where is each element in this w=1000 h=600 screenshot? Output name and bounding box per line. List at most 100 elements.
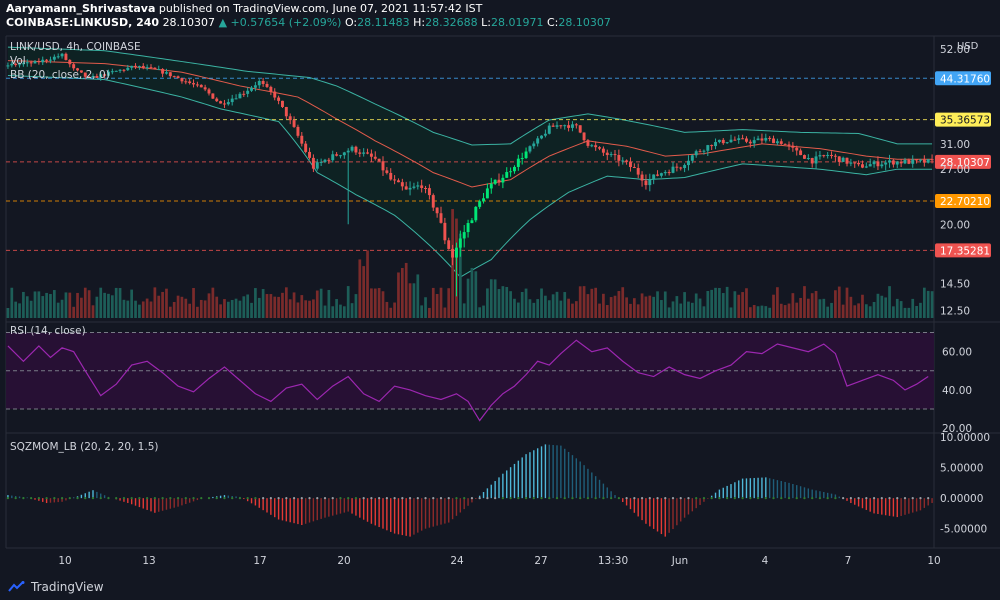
candle-body [184,81,188,83]
candle-body [277,97,281,101]
squeeze-dot [671,497,675,500]
squeeze-dot [625,497,628,500]
squeeze-dot [702,497,706,500]
candle-body [868,164,872,167]
volume-legend[interactable]: Vol [10,55,26,67]
volume-bar [29,300,33,318]
volume-bar [277,296,280,318]
volume-bar [273,296,277,318]
candle-body [226,102,230,105]
candle-body [690,155,694,161]
sqzmom-tick-label: 10.00000 [940,432,990,444]
volume-bar [733,291,737,318]
candle-body [242,93,246,95]
volume-bar [702,306,706,318]
volume-bar [919,302,922,318]
squeeze-dot [184,497,187,500]
candle-body [427,188,431,196]
candle-body [33,61,37,64]
volume-bar [211,287,215,318]
time-tick-label: 24 [450,555,464,567]
close-label: C: [546,16,559,29]
volume-bar [698,298,702,318]
candle-body [922,159,926,163]
volume-bar [288,299,292,318]
candle-body [366,152,370,154]
candle-body [273,91,277,98]
candle-body [315,162,319,169]
squeeze-dot [849,497,852,500]
squeeze-dot [447,497,450,500]
volume-bar [323,305,327,318]
volume-bar [215,296,219,318]
volume-bar [922,287,926,318]
volume-bar [149,301,153,318]
volume-bar [876,293,880,318]
candle-body [149,67,153,69]
volume-bar [397,272,400,318]
price-change: ▲ +0.57654 (+2.09%) [218,16,342,29]
volume-bar [598,303,601,318]
currency-label[interactable]: USD [957,41,979,52]
candle-body [764,137,768,141]
volume-bar [841,304,845,318]
volume-bar [540,288,543,318]
volume-bar [605,305,609,318]
volume-bar [366,250,369,318]
squeeze-dot [517,497,520,500]
symbol-header: COINBASE:LINKUSD, 240 28.10307 ▲ +0.5765… [6,16,611,29]
tradingview-footer[interactable]: TradingView [8,580,104,594]
rsi-legend[interactable]: RSI (14, close) [10,325,86,337]
volume-bar [312,299,315,318]
volume-bar [219,304,222,318]
volume-bar [319,288,323,318]
volume-bar [899,301,903,318]
rsi-line [7,339,929,422]
squeeze-dot [640,497,644,500]
sqzmom-legend[interactable]: SQZMOM_LB (20, 2, 20, 1.5) [10,441,159,453]
candle-body [775,141,779,144]
volume-bar [706,290,710,318]
volume-bar [532,302,536,318]
volume-bar [571,303,574,318]
candle-body [234,98,238,100]
candle-body [377,158,381,162]
squeeze-dot [470,497,474,500]
symbol-name[interactable]: COINBASE:LINKUSD, 240 [6,16,160,29]
volume-bar [242,296,246,318]
volume-bar [80,297,83,318]
candle-body [586,140,590,146]
author-name[interactable]: Aaryamann_Shrivastava [6,2,156,15]
publish-info: Aaryamann_Shrivastava published on Tradi… [6,2,482,15]
volume-bar [470,267,474,318]
volume-bar [458,233,462,318]
volume-bar [466,278,470,318]
squeeze-dot [524,497,528,500]
volume-bar [884,297,888,318]
candle-body [830,154,834,156]
volume-bar [834,290,837,318]
volume-bar [636,304,640,318]
volume-bar [157,295,161,318]
volume-bar [714,287,717,318]
volume-bar [331,306,335,318]
volume-bar [60,299,64,318]
price-legend[interactable]: LINK/USD, 4h, COINBASE [10,41,141,53]
candle-body [118,69,122,71]
volume-bar [806,298,810,318]
squeeze-dot [664,497,667,500]
volume-bar [536,299,540,318]
volume-bar [660,300,663,318]
squeeze-dot [6,497,10,500]
volume-bar [745,288,748,318]
squeeze-dot [138,497,141,500]
volume-bar [574,301,578,318]
candle-body [547,125,551,134]
candle-body [733,139,737,141]
volume-bar [145,298,149,318]
volume-bar [257,297,261,318]
volume-bar [563,292,567,318]
squeeze-dot [656,497,659,500]
bb-legend[interactable]: BB (20, close, 2, 0) [10,69,110,81]
